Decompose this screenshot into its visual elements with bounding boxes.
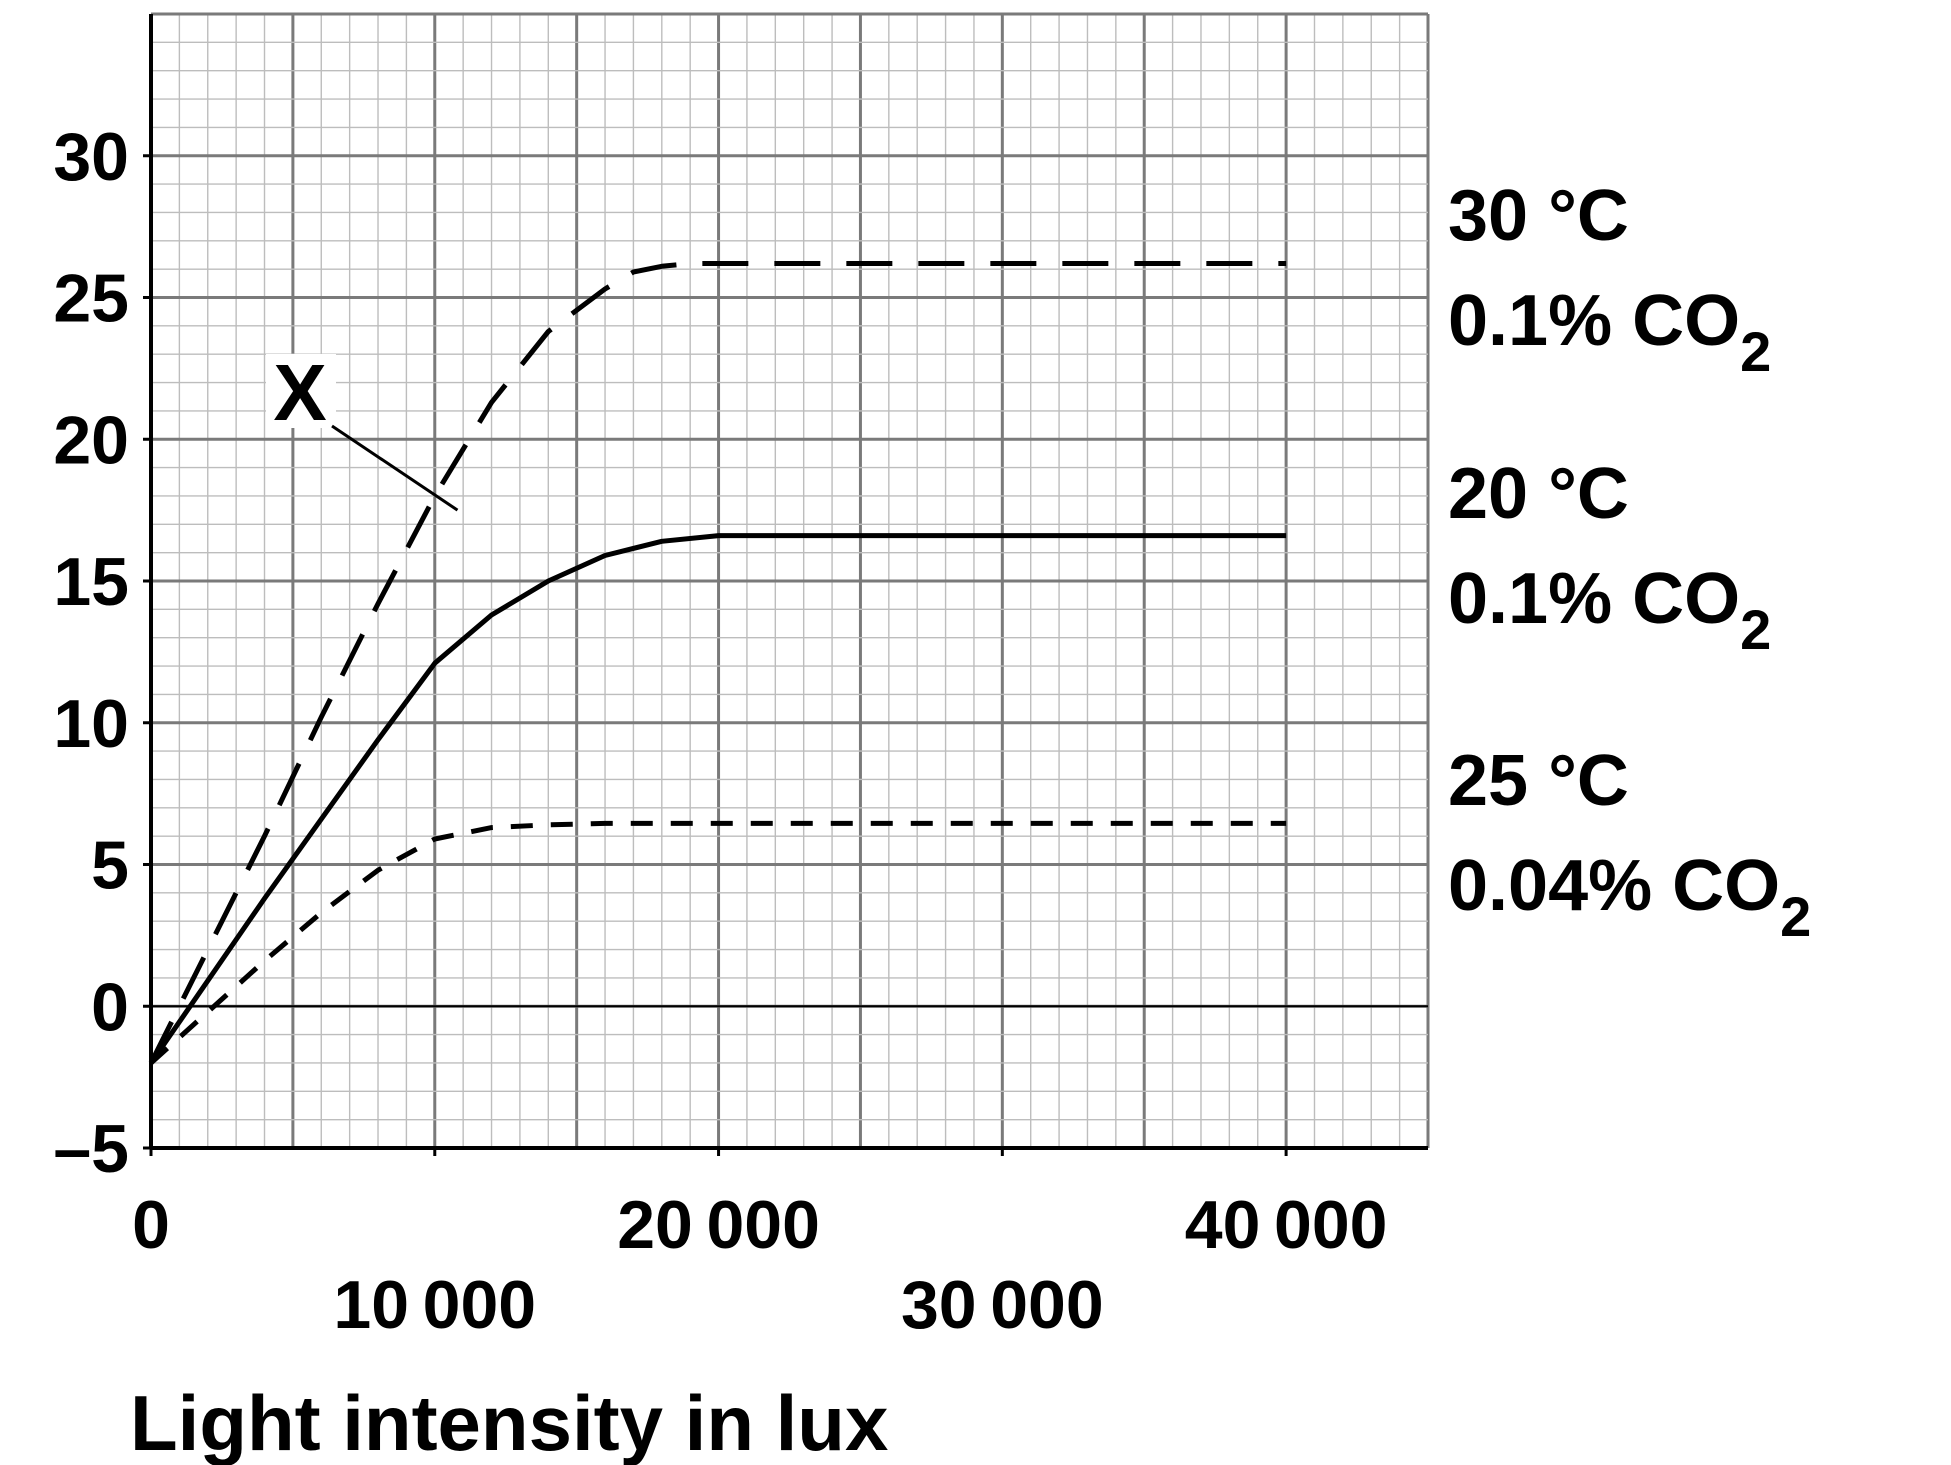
series-label-temp: 30 °C	[1448, 176, 1629, 256]
y-tick-label: 25	[53, 261, 129, 337]
grid	[149, 12, 1430, 1150]
series-lines	[148, 261, 1287, 1065]
series-label-temp: 25 °C	[1448, 741, 1629, 821]
y-tick-label: 10	[53, 686, 129, 762]
x-tick-label: 10 000	[333, 1267, 536, 1343]
series-label-co2: 0.04% CO2	[1448, 846, 1811, 948]
annotation-x-label: X	[273, 348, 326, 437]
annotation-x-bg	[266, 354, 336, 428]
series-label-co2: 0.1% CO2	[1448, 559, 1771, 661]
y-tick-label: –5	[53, 1111, 129, 1187]
series-line-3	[149, 820, 1287, 1065]
y-tick-label: 30	[53, 119, 129, 195]
x-tick-label: 20 000	[617, 1187, 820, 1263]
series-labels: 30 °C 0.1% CO2 20 °C 0.1% CO2 25 °C 0.04% CO2	[1448, 176, 1811, 948]
x-tick-label: 30 000	[901, 1267, 1104, 1343]
series-line-2	[148, 533, 1287, 1065]
x-tick-label: 0	[132, 1187, 170, 1263]
x-tick-label: 40 000	[1185, 1187, 1388, 1263]
annotation-x-leader	[331, 424, 459, 512]
annotations: X	[266, 348, 459, 512]
y-tick-label: 0	[91, 969, 129, 1045]
axes	[143, 14, 1428, 1156]
x-axis-title: Light intensity in lux	[130, 1379, 888, 1465]
series-label-co2: 0.1% CO2	[1448, 281, 1771, 383]
series-label-temp: 20 °C	[1448, 454, 1629, 534]
y-tick-label: 5	[91, 828, 129, 904]
y-tick-label: 15	[53, 544, 129, 620]
y-tick-label: 20	[53, 402, 129, 478]
